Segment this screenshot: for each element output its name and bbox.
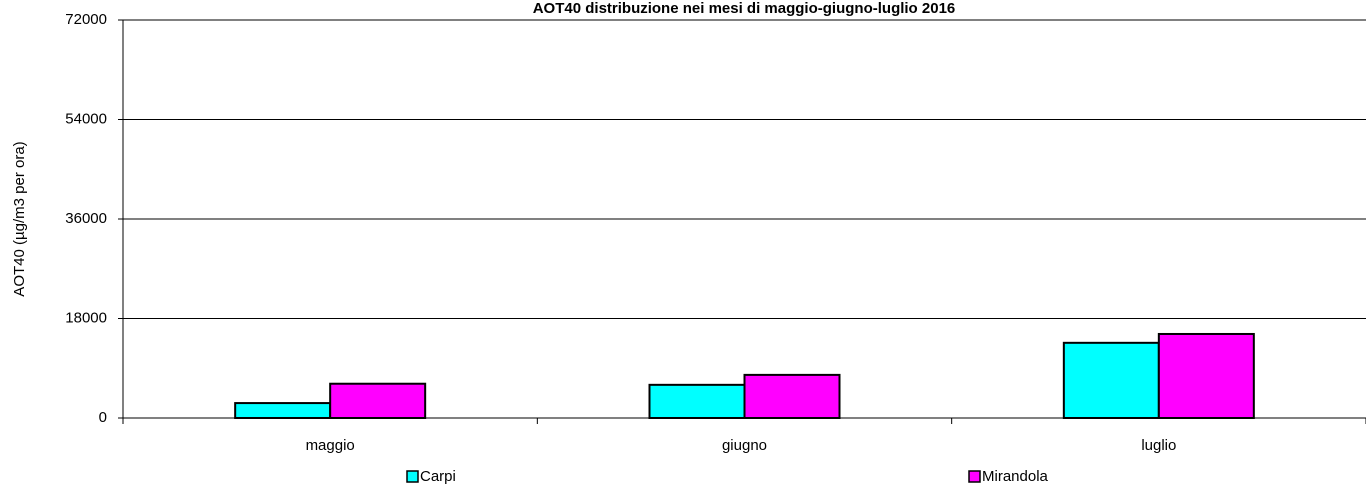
bar xyxy=(743,373,841,419)
y-tick-label: 36000 xyxy=(65,210,107,227)
y-axis-label: AOT40 (µg/m3 per ora) xyxy=(11,141,28,296)
y-tick-label: 54000 xyxy=(65,110,107,127)
legend-swatch xyxy=(406,470,419,483)
bar xyxy=(648,383,746,420)
legend-label: Carpi xyxy=(420,468,456,485)
bar xyxy=(1157,332,1255,420)
legend-label: Mirandola xyxy=(982,468,1049,485)
x-tick-label: maggio xyxy=(306,437,355,454)
x-tick-label: luglio xyxy=(1141,437,1176,454)
legend-swatch xyxy=(968,470,981,483)
bar xyxy=(234,402,332,420)
chart-title: AOT40 distribuzione nei mesi di maggio-g… xyxy=(533,0,956,17)
bar xyxy=(1062,341,1160,420)
y-tick-label: 72000 xyxy=(65,11,107,28)
x-tick-label: giugno xyxy=(722,437,767,454)
y-tick-label: 18000 xyxy=(65,309,107,326)
y-tick-label: 0 xyxy=(99,409,107,426)
bar xyxy=(329,382,427,420)
